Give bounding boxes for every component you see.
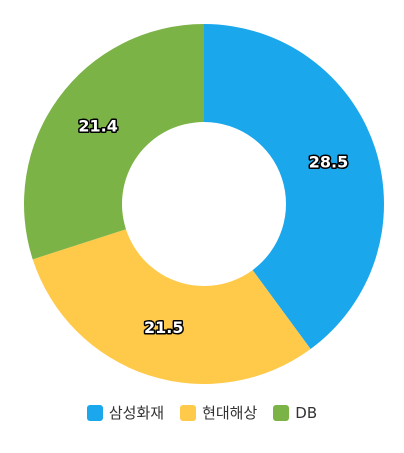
legend-swatch	[273, 404, 290, 421]
legend-swatch	[180, 404, 197, 421]
data-label: 28.5	[309, 153, 348, 172]
donut-slice	[204, 24, 385, 350]
legend-label: 현대해상	[202, 404, 258, 422]
legend-item[interactable]: DB	[273, 402, 317, 423]
legend-label: 삼성화재	[108, 404, 165, 422]
legend-label: DB	[295, 403, 318, 422]
legend-swatch	[86, 404, 103, 421]
legend-item[interactable]: 삼성화재	[86, 402, 165, 423]
legend-item[interactable]: 현대해상	[180, 402, 257, 423]
donut-slice	[23, 24, 205, 260]
donut-slice	[32, 229, 311, 384]
data-label: 21.5	[144, 318, 183, 337]
legend: 삼성화재 현대해상 DB	[0, 402, 404, 423]
plot: 28.5 21.5 21.4	[23, 24, 385, 384]
data-label: 21.4	[78, 116, 117, 135]
